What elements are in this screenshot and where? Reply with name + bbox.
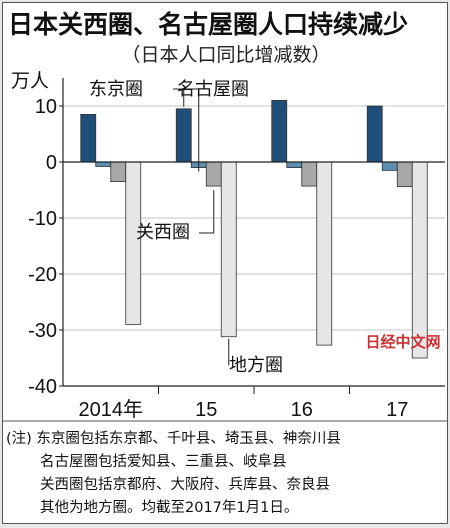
note-line: 名古屋圈包括爱知县、三重县、岐阜县 xyxy=(40,453,287,470)
footnotes: (注) 东京圈包括东京都、千叶县、埼玉县、神奈川县 名古屋圈包括爱知县、三重县、… xyxy=(6,430,341,516)
x-tick-label: 2014年 xyxy=(79,398,144,421)
y-tick-labels: 10 0 -10 -20 -30 -40 xyxy=(28,96,57,398)
chart-subtitle: （日本人口同比增减数） xyxy=(121,44,330,66)
y-tick-label: -10 xyxy=(28,208,57,230)
bar xyxy=(302,162,317,186)
bar xyxy=(412,162,427,358)
chart-svg: 日本关西圈、名古屋圈人口持续减少 （日本人口同比增减数） 万人 10 0 -10 -2… xyxy=(3,3,448,524)
bar xyxy=(206,162,221,186)
bar xyxy=(382,162,397,170)
bar xyxy=(367,106,382,162)
y-unit-label: 万人 xyxy=(11,70,49,92)
note-line: 其他为地方圈。均截至2017年1月1日。 xyxy=(40,499,298,516)
note-line: (注) 东京圈包括东京都、千叶县、埼玉县、神奈川县 xyxy=(6,430,341,447)
bar xyxy=(81,114,96,162)
series-label: 关西圈 xyxy=(136,222,190,243)
bar xyxy=(317,162,332,345)
bar xyxy=(96,162,111,166)
series-label: 地方圈 xyxy=(229,355,283,376)
note-line: 关西圈包括京都府、大阪府、兵库县、奈良县 xyxy=(40,476,330,493)
chart-title: 日本关西圈、名古屋圈人口持续减少 xyxy=(8,10,408,39)
bar xyxy=(111,162,126,182)
chart-figure: 日本关西圈、名古屋圈人口持续减少 （日本人口同比增减数） 万人 10 0 -10 -2… xyxy=(2,2,448,524)
bar xyxy=(176,109,191,162)
bars xyxy=(81,100,428,358)
bar xyxy=(397,162,412,187)
callout-leader xyxy=(199,190,214,233)
bar xyxy=(221,162,236,337)
bar xyxy=(126,162,141,324)
y-tick-label: 0 xyxy=(46,152,57,174)
bar xyxy=(287,162,302,168)
series-label: 名古屋圈 xyxy=(177,79,249,100)
series-label: 东京圈 xyxy=(89,79,143,100)
y-tick-label: -20 xyxy=(28,264,57,286)
y-tick-label: -40 xyxy=(28,376,57,398)
x-tick-label: 15 xyxy=(195,399,217,421)
x-tick-labels: 2014年 15 16 17 xyxy=(79,398,409,421)
y-tick-label: -30 xyxy=(28,320,57,342)
x-tick-label: 17 xyxy=(386,399,408,421)
x-tick-label: 16 xyxy=(291,399,313,421)
bar xyxy=(272,100,287,162)
watermark: 日经中文网 xyxy=(365,333,440,351)
y-tick-label: 10 xyxy=(35,96,57,118)
